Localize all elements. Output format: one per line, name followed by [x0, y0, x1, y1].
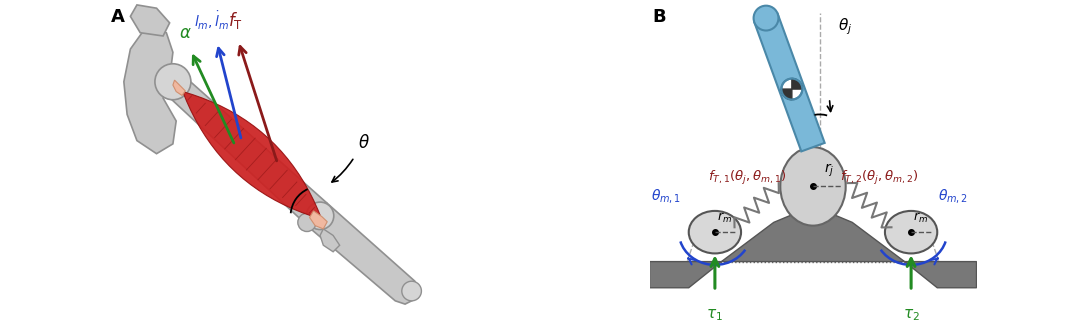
Text: $\theta_{m,1}$: $\theta_{m,1}$: [651, 187, 682, 205]
Polygon shape: [649, 206, 977, 288]
Polygon shape: [782, 89, 792, 99]
Text: $r_j$: $r_j$: [824, 162, 835, 179]
Circle shape: [782, 78, 802, 99]
Ellipse shape: [780, 147, 846, 226]
Polygon shape: [130, 5, 169, 36]
Polygon shape: [310, 211, 327, 229]
Polygon shape: [173, 80, 185, 95]
Text: $f_{T,2}(\theta_j, \theta_{m,2})$: $f_{T,2}(\theta_j, \theta_{m,2})$: [840, 169, 918, 187]
Text: B: B: [653, 8, 667, 26]
Polygon shape: [183, 92, 322, 219]
Text: $l_m, \dot{l}_m$: $l_m, \dot{l}_m$: [194, 10, 230, 32]
Text: $r_m$: $r_m$: [913, 211, 928, 225]
Polygon shape: [792, 78, 802, 89]
Polygon shape: [307, 203, 418, 304]
Text: $f_\mathrm{T}$: $f_\mathrm{T}$: [229, 10, 243, 31]
Polygon shape: [124, 26, 177, 154]
Text: $\tau_2$: $\tau_2$: [903, 307, 919, 323]
Text: $\tau_1$: $\tau_1$: [707, 307, 723, 323]
Text: $\theta$: $\theta$: [358, 134, 370, 152]
Text: $f_{T,1}(\theta_j, \theta_{m,1})$: $f_{T,1}(\theta_j, \theta_{m,1})$: [708, 169, 786, 187]
Circle shape: [307, 202, 334, 230]
Text: $\alpha$: $\alpha$: [179, 24, 192, 42]
Text: A: A: [111, 8, 125, 26]
Circle shape: [753, 6, 778, 30]
Ellipse shape: [688, 211, 741, 253]
Circle shape: [402, 281, 422, 301]
Polygon shape: [754, 14, 825, 151]
Circle shape: [298, 213, 317, 232]
Text: $r_m$: $r_m$: [717, 211, 732, 225]
Polygon shape: [320, 229, 339, 252]
Ellipse shape: [885, 211, 938, 253]
Circle shape: [155, 64, 191, 100]
Text: $\theta_{m,2}$: $\theta_{m,2}$: [938, 187, 968, 205]
Circle shape: [158, 67, 188, 96]
Polygon shape: [163, 72, 330, 226]
Text: $\theta_j$: $\theta_j$: [838, 16, 852, 37]
